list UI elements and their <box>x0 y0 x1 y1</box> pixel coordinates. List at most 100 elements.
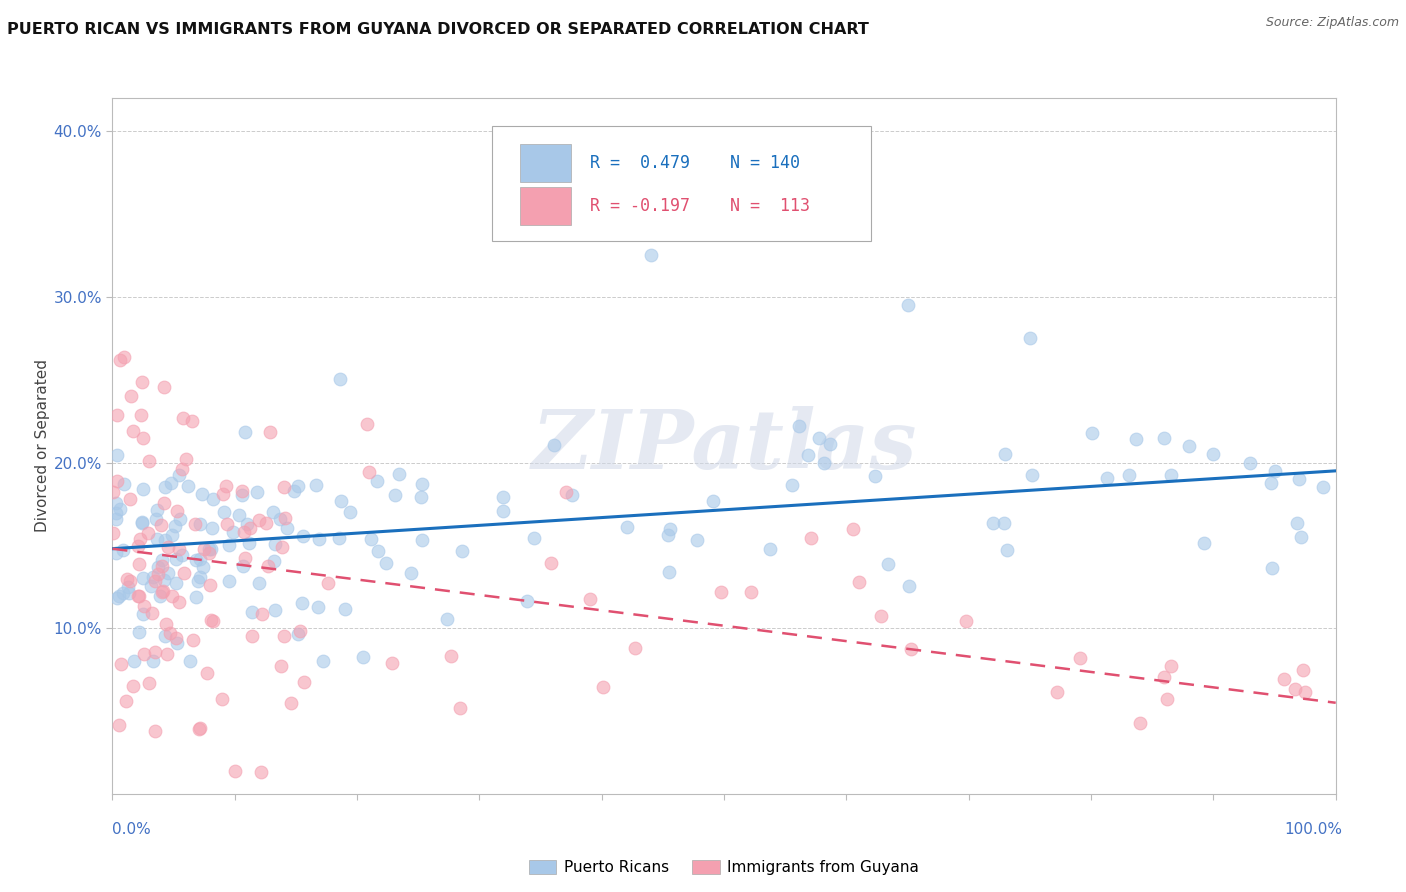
Point <box>411 533 433 548</box>
Point <box>198 546 221 560</box>
Point <box>112 350 135 364</box>
Point <box>131 516 153 530</box>
Point <box>195 666 218 681</box>
Point <box>156 541 179 555</box>
Point <box>492 490 515 504</box>
Point <box>159 625 181 640</box>
Point <box>174 452 197 467</box>
Point <box>104 496 127 510</box>
Point <box>1312 480 1334 494</box>
Point <box>198 578 221 592</box>
Point <box>107 718 129 732</box>
Point <box>193 542 215 557</box>
Point <box>222 525 245 540</box>
Point <box>900 641 922 656</box>
Point <box>122 654 145 668</box>
Point <box>1192 536 1215 550</box>
Point <box>1160 468 1182 483</box>
Point <box>623 641 645 656</box>
Point <box>212 505 235 519</box>
Point <box>808 432 831 446</box>
Text: R = -0.197    N =  113: R = -0.197 N = 113 <box>589 197 810 215</box>
Point <box>212 487 235 501</box>
Point <box>202 492 225 507</box>
Point <box>172 410 194 425</box>
Point <box>579 592 602 607</box>
Point <box>235 425 257 439</box>
Point <box>381 656 404 670</box>
Point <box>270 540 292 554</box>
Point <box>121 679 143 693</box>
Point <box>239 521 262 535</box>
Point <box>254 516 277 530</box>
Point <box>153 630 176 644</box>
Point <box>375 556 398 570</box>
Point <box>240 629 263 643</box>
Point <box>451 544 474 558</box>
Point <box>308 532 330 546</box>
Point <box>105 512 128 526</box>
Point <box>146 559 169 574</box>
Point <box>1264 464 1286 478</box>
Point <box>1178 439 1201 453</box>
Point <box>1260 561 1282 575</box>
Point <box>152 553 174 567</box>
Point <box>165 632 187 646</box>
Point <box>269 512 291 526</box>
Point <box>142 654 165 668</box>
Point <box>165 552 187 566</box>
Point <box>166 636 188 650</box>
Point <box>366 474 388 488</box>
Point <box>117 572 139 586</box>
Point <box>1260 476 1282 491</box>
Point <box>181 633 204 648</box>
Point <box>328 531 350 545</box>
Point <box>150 585 173 599</box>
Point <box>492 503 515 517</box>
Point <box>280 696 302 710</box>
Point <box>211 692 233 706</box>
Point <box>187 574 209 588</box>
Point <box>238 535 260 549</box>
Point <box>188 722 211 736</box>
Text: 0.0%: 0.0% <box>112 822 152 837</box>
Point <box>305 477 328 491</box>
Point <box>127 540 149 554</box>
Point <box>132 571 155 585</box>
Point <box>273 480 295 494</box>
Point <box>215 479 238 493</box>
Point <box>110 352 132 367</box>
Point <box>233 551 256 566</box>
Point <box>995 543 1018 558</box>
Point <box>115 694 138 708</box>
Point <box>198 541 221 556</box>
Point <box>1118 468 1140 483</box>
Point <box>201 521 224 535</box>
Point <box>1153 431 1175 445</box>
Point <box>287 626 309 640</box>
Point <box>291 529 314 543</box>
Point <box>101 525 124 540</box>
Point <box>146 566 169 581</box>
Point <box>240 605 263 619</box>
Point <box>658 565 681 579</box>
Point <box>1046 685 1069 699</box>
Point <box>356 417 378 431</box>
Point <box>307 599 329 614</box>
Point <box>121 424 143 438</box>
Point <box>186 590 208 604</box>
Point <box>263 537 285 551</box>
Point <box>134 599 156 613</box>
Point <box>136 526 159 541</box>
Point <box>411 490 433 504</box>
Point <box>184 553 207 567</box>
Point <box>848 574 870 589</box>
Point <box>179 654 201 668</box>
Point <box>224 764 246 778</box>
Point <box>640 248 662 262</box>
Point <box>138 676 160 690</box>
Point <box>710 585 733 599</box>
Point <box>108 589 131 603</box>
Point <box>153 379 176 393</box>
Point <box>112 586 135 600</box>
